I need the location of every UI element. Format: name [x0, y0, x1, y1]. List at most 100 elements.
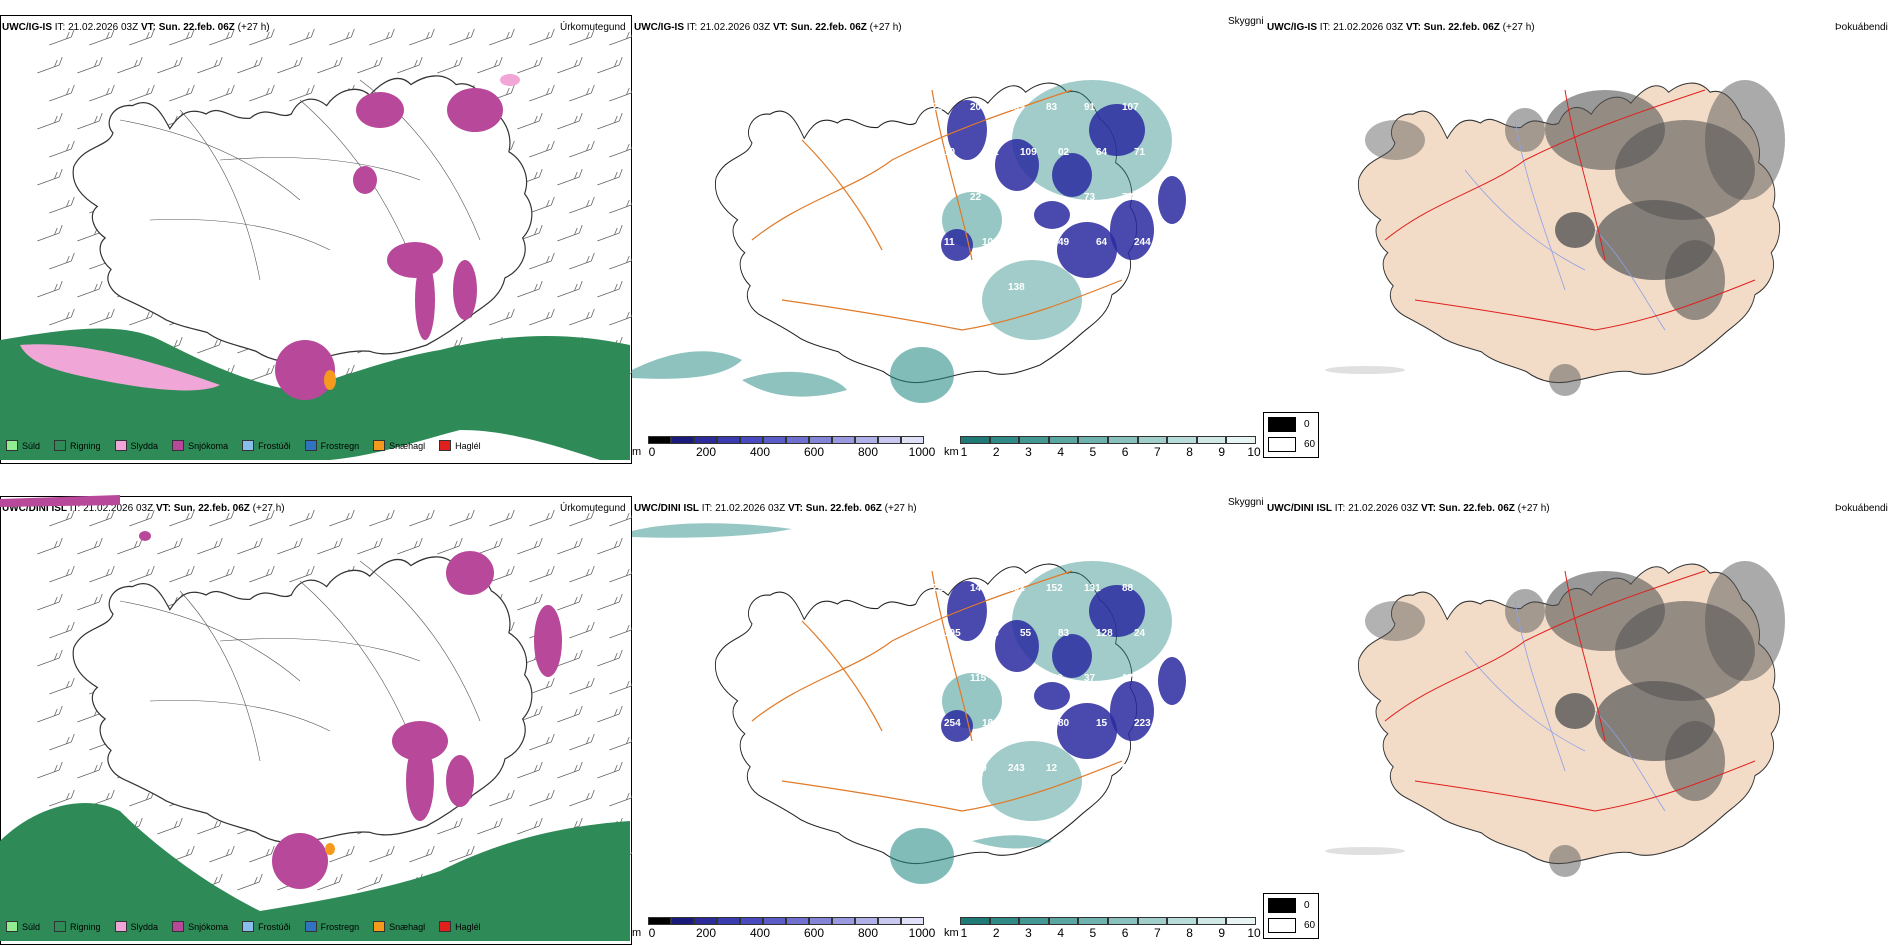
ceiling-value: 35: [970, 282, 982, 293]
scale-segment: [1167, 436, 1197, 444]
scale-segment: [809, 436, 832, 444]
legend-item: Frostregn: [304, 440, 359, 451]
visibility-area: [890, 347, 954, 403]
panel-header: UWC/DINI ISL IT: 21.02.2026 03Z VT: Sun.…: [1267, 503, 1550, 514]
map-frame: [0, 15, 632, 464]
legend-label: Slydda: [130, 921, 159, 932]
fog-panel-top: UWC/IG-IS IT: 21.02.2026 03Z VT: Sun. 22…: [1263, 0, 1900, 467]
fog-area: [1325, 847, 1405, 855]
scale-tick: 1: [960, 926, 968, 940]
ceiling-value: 64: [1096, 237, 1108, 248]
scale-tick: 4: [1057, 445, 1064, 459]
ceiling-value: 83: [1058, 628, 1070, 639]
scale-tick: 800: [857, 926, 879, 940]
legend-label: Snæhagl: [389, 440, 426, 451]
legend-item: Haglél: [439, 440, 481, 451]
ceiling-value: 252: [932, 102, 949, 113]
scale-tick: 1000: [908, 445, 936, 459]
ceiling-value: 49: [1058, 237, 1070, 248]
ceiling-value: 71: [1134, 147, 1146, 158]
scale-segment: [901, 436, 924, 444]
legend-swatch: [373, 921, 386, 932]
precip-map: [0, 495, 632, 941]
legend-swatch: [373, 440, 386, 451]
legend-label: Frostregn: [320, 921, 360, 932]
ceiling-area: [1089, 585, 1145, 637]
scale-segment: [763, 917, 786, 925]
sleet-area: [500, 74, 520, 86]
fog-area: [1555, 212, 1595, 248]
scale-segment: [1048, 917, 1079, 925]
ceiling-area: [1052, 153, 1092, 197]
legend-item: Haglél: [439, 921, 481, 932]
scale-tick: 1000: [908, 926, 936, 940]
road-network: [1384, 570, 1756, 812]
fog-legend: 0 60: [1263, 893, 1319, 939]
ceiling-value: 226: [932, 282, 949, 293]
scale-tick: 9: [1218, 926, 1226, 940]
ceiling-value: 89: [1046, 192, 1058, 203]
legend-item: Frostregn: [304, 921, 360, 932]
precip-panel-top: UWC/IG-IS IT: 21.02.2026 03Z VT: Sun. 22…: [0, 0, 632, 467]
scale-tick: 3: [1025, 445, 1032, 459]
fog-legend-row: 60: [1268, 918, 1315, 933]
ceiling-value: 66: [1008, 673, 1020, 684]
snow-area: [453, 260, 477, 320]
snow-area: [353, 166, 377, 194]
scale-segment: [855, 917, 878, 925]
scale-segment: [763, 436, 786, 444]
ceiling-value: 24: [1020, 237, 1032, 248]
ceiling-value: 24: [1134, 628, 1146, 639]
ceiling-area: [995, 620, 1039, 672]
legend-label: Haglél: [455, 921, 481, 932]
ceiling-value: 69: [1122, 763, 1134, 774]
scale-unit: km: [944, 446, 959, 458]
legend-item: Snæhagl: [373, 440, 425, 451]
legend-swatch: [304, 921, 317, 932]
scale-segment: [1108, 436, 1138, 444]
scale-unit: m: [632, 446, 642, 458]
legend-label: Rigning: [70, 440, 101, 451]
scale-segment: [1019, 917, 1049, 925]
ceiling-value: 91: [1084, 102, 1096, 113]
legend-item: Rigning: [54, 440, 101, 451]
scale-segment: [648, 917, 671, 925]
ceiling-value: 79: [1020, 718, 1032, 729]
ceiling-visibility-map: 252 204 289 83 91 107 10 122 109 02 64 71 78 22 155 89 7…: [632, 80, 1186, 403]
ceiling-value: 78: [1122, 192, 1134, 203]
scale-segment: [1226, 917, 1256, 925]
scale-segment: [832, 917, 855, 925]
visibility-area: [982, 741, 1082, 821]
ceiling-value: 37: [1084, 673, 1096, 684]
ceiling-area: [995, 139, 1039, 191]
fog-area: [1505, 589, 1545, 633]
legend-swatch: [172, 440, 185, 451]
ceiling-value: 138: [1008, 282, 1025, 293]
legend-item: Snjókoma: [172, 921, 228, 932]
legend-swatch: [439, 440, 452, 451]
fog-map: [1325, 80, 1785, 396]
snow-area: [447, 88, 503, 132]
ceiling-value: 83: [1046, 102, 1058, 113]
legend-swatch: [439, 921, 452, 932]
legend-label: Snjókoma: [188, 440, 229, 451]
panel-title: Úrkomutegund: [560, 503, 626, 514]
scale-tick: 10: [1247, 445, 1261, 459]
ceiling-value: 142: [1046, 673, 1063, 684]
scale-segment: [989, 436, 1020, 444]
ceiling-value: 10: [1084, 763, 1096, 774]
scale-segment: [878, 436, 901, 444]
scale-tick: 9: [1218, 445, 1226, 459]
legend-label: Haglél: [455, 440, 481, 451]
scale-segment: [648, 436, 671, 444]
ceiling-value: 122: [982, 147, 999, 158]
legend-item: Frostúði: [242, 921, 291, 932]
scale-tick: 200: [695, 445, 717, 459]
scale-segment: [671, 436, 694, 444]
scale-tick: 7: [1153, 445, 1161, 459]
scale-tick: 7: [1153, 926, 1161, 940]
ceiling-area: [1034, 682, 1070, 710]
panel-title: Þokuábendi: [1835, 503, 1888, 514]
ceiling-value: 80: [1058, 718, 1070, 729]
sleet-area: [20, 344, 220, 391]
